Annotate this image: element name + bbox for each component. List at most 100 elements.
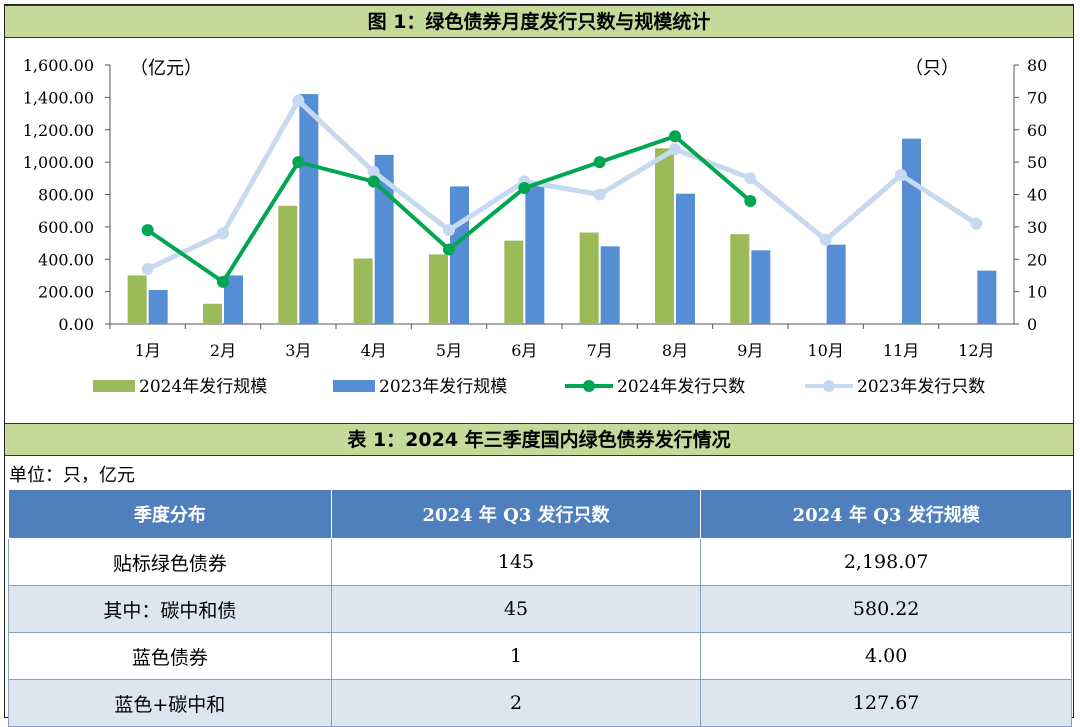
right-tick-label: 50 [1027, 153, 1047, 172]
header-q3-count: 2024 年 Q3 发行只数 [330, 489, 702, 539]
left-tick-label: 400.00 [38, 250, 94, 269]
row-scale: 580.22 [700, 585, 1072, 633]
point-2024-count [367, 175, 380, 188]
left-tick-label: 200.00 [38, 283, 94, 302]
x-tick-label: 10月 [807, 341, 843, 360]
x-tick-label: 4月 [361, 341, 387, 360]
point-2023-count [669, 143, 681, 156]
bar-2024-scale [203, 303, 222, 324]
row-scale: 2,198.07 [700, 538, 1072, 586]
point-2023-count [970, 217, 983, 230]
bar-2024-scale [730, 234, 750, 324]
point-2024-count [217, 275, 229, 288]
point-2024-count [744, 194, 757, 207]
left-tick-label: 1,600.00 [23, 56, 94, 75]
left-tick-label: 1,200.00 [23, 121, 94, 140]
point-2024-count [141, 224, 154, 237]
point-2023-count [443, 224, 455, 237]
legend-label: 2023年发行规模 [379, 377, 507, 397]
point-2023-count [895, 169, 907, 182]
legend-label: 2024年发行规模 [139, 377, 267, 397]
left-tick-label: 0.00 [58, 315, 94, 334]
table-row: 贴标绿色债券 145 2,198.07 [8, 538, 1072, 586]
row-count: 2 [330, 679, 702, 727]
point-2023-count [217, 227, 229, 240]
bar-2024-scale [655, 148, 674, 324]
table-title: 表 1：2024 年三季度国内绿色债券发行情况 [5, 423, 1073, 456]
legend-marker [583, 380, 595, 392]
chart-area: 0.00 200.00 400.00 600.00 800.00 1,000.00 1,20… [5, 38, 1073, 422]
header-quarter-distribution: 季度分布 [8, 489, 332, 539]
x-tick-label: 2月 [210, 341, 236, 360]
legend-swatch [93, 380, 135, 392]
bar-2023-scale [224, 275, 243, 324]
point-2024-count [292, 156, 305, 169]
table-header-row: 季度分布 2024 年 Q3 发行只数 2024 年 Q3 发行规模 [8, 489, 1072, 539]
bar-2023-scale [525, 183, 545, 324]
row-label: 其中：碳中和债 [8, 585, 332, 633]
table-row: 蓝色债券 1 4.00 [8, 632, 1072, 680]
x-tick-label: 8月 [662, 341, 688, 360]
right-tick-label: 30 [1027, 218, 1047, 237]
row-count: 1 [330, 632, 702, 680]
bar-2023-scale [676, 193, 695, 324]
left-tick-label: 1,400.00 [23, 88, 94, 107]
bar-2023-scale [977, 270, 997, 324]
x-tick-label: 12月 [958, 341, 994, 360]
right-tick-label: 70 [1027, 88, 1047, 107]
x-tick-label: 9月 [737, 341, 763, 360]
row-label: 蓝色+碳中和 [8, 679, 332, 727]
right-tick-label: 20 [1027, 250, 1047, 269]
bar-2024-scale [579, 232, 599, 324]
row-scale: 127.67 [700, 679, 1072, 727]
combo-chart: 0.00 200.00 400.00 600.00 800.00 1,000.00 1,20… [23, 56, 1048, 397]
row-label: 蓝色债券 [8, 632, 332, 680]
point-2023-count [367, 165, 380, 178]
legend-swatch [333, 380, 375, 392]
header-q3-scale: 2024 年 Q3 发行规模 [700, 489, 1072, 539]
x-tick-label: 11月 [883, 341, 919, 360]
row-label: 贴标绿色债券 [8, 538, 332, 586]
point-2023-count [744, 172, 757, 185]
right-axis-unit: （只） [905, 58, 959, 79]
bar-2023-scale [600, 246, 620, 324]
left-axis-unit: （亿元） [130, 58, 202, 79]
point-2024-count [443, 243, 455, 256]
x-tick-label: 3月 [285, 341, 311, 360]
bar-2023-scale [751, 250, 771, 324]
right-tick-label: 10 [1027, 283, 1047, 302]
bar-2023-scale [450, 186, 469, 324]
point-2023-count [819, 233, 832, 246]
point-2023-count [141, 262, 154, 275]
bar-2023-scale [902, 138, 921, 324]
point-2024-count [593, 156, 606, 169]
point-2024-count [669, 130, 681, 143]
row-scale: 4.00 [700, 632, 1072, 680]
left-tick-label: 600.00 [38, 218, 94, 237]
table-row: 其中：碳中和债 45 580.22 [8, 585, 1072, 633]
row-count: 145 [330, 538, 702, 586]
right-tick-label: 0 [1027, 315, 1037, 334]
right-tick-label: 60 [1027, 121, 1047, 140]
x-tick-label: 7月 [587, 341, 613, 360]
bar-2023-scale [148, 290, 168, 324]
line-2023-count [146, 98, 978, 272]
legend-label: 2023年发行只数 [857, 377, 985, 397]
bar-2024-scale [278, 205, 298, 324]
bar-2024-scale [127, 275, 147, 324]
left-tick-label: 1,000.00 [23, 153, 94, 172]
point-2023-count [593, 188, 606, 201]
right-tick-label: 80 [1027, 56, 1047, 75]
legend-label: 2024年发行只数 [617, 377, 745, 397]
left-tick-label: 800.00 [38, 186, 94, 205]
x-tick-label: 5月 [436, 341, 462, 360]
x-tick-label: 6月 [511, 341, 537, 360]
bar-2024-scale [504, 240, 524, 324]
legend-marker [823, 380, 835, 392]
bar-2023-scale [826, 244, 846, 324]
right-tick-label: 40 [1027, 186, 1047, 205]
table-row: 蓝色+碳中和 2 127.67 [8, 679, 1072, 727]
bar-2024-scale [353, 258, 373, 324]
bar-2023-scale [299, 94, 319, 324]
x-tick-label: 1月 [135, 341, 161, 360]
